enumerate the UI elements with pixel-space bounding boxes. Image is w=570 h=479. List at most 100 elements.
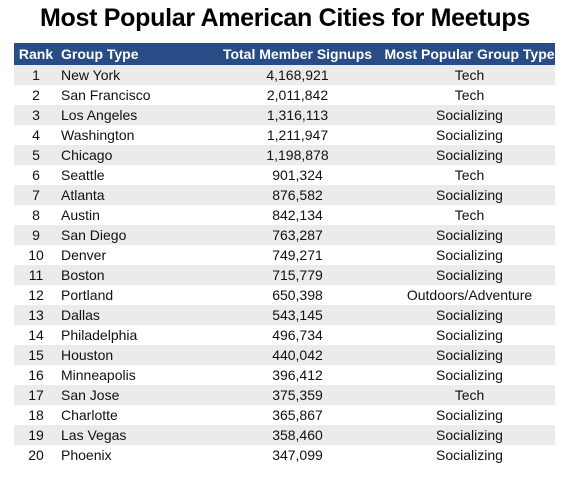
cell-group-type: Socializing <box>384 145 555 165</box>
cell-city: San Diego <box>58 225 211 245</box>
cell-city: Washington <box>58 125 211 145</box>
cities-table-container: Rank Group Type Total Member Signups Mos… <box>14 43 555 465</box>
header-total-member-signups: Total Member Signups <box>211 43 384 65</box>
cell-rank: 7 <box>14 185 58 205</box>
cell-total-member-signups: 2,011,842 <box>211 85 384 105</box>
cell-total-member-signups: 365,867 <box>211 405 384 425</box>
cell-city: Phoenix <box>58 445 211 465</box>
cell-group-type: Socializing <box>384 265 555 285</box>
cell-rank: 13 <box>14 305 58 325</box>
cell-rank: 19 <box>14 425 58 445</box>
cell-city: Las Vegas <box>58 425 211 445</box>
cell-rank: 18 <box>14 405 58 425</box>
table-row: 8 Austin 842,134 Tech <box>14 205 555 225</box>
cell-group-type: Socializing <box>384 345 555 365</box>
table-row: 9 San Diego 763,287 Socializing <box>14 225 555 245</box>
cell-city: Seattle <box>58 165 211 185</box>
table-row: 10 Denver 749,271 Socializing <box>14 245 555 265</box>
cell-rank: 8 <box>14 205 58 225</box>
cell-rank: 2 <box>14 85 58 105</box>
table-row: 7 Atlanta 876,582 Socializing <box>14 185 555 205</box>
header-rank: Rank <box>14 43 58 65</box>
cell-group-type: Socializing <box>384 325 555 345</box>
cell-city: Charlotte <box>58 405 211 425</box>
cell-group-type: Socializing <box>384 425 555 445</box>
cell-city: Dallas <box>58 305 211 325</box>
cell-group-type: Outdoors/Adventure <box>384 285 555 305</box>
cell-rank: 12 <box>14 285 58 305</box>
cell-group-type: Socializing <box>384 445 555 465</box>
cell-rank: 1 <box>14 65 58 85</box>
cell-total-member-signups: 650,398 <box>211 285 384 305</box>
cell-total-member-signups: 763,287 <box>211 225 384 245</box>
cell-city: Los Angeles <box>58 105 211 125</box>
cell-total-member-signups: 1,198,878 <box>211 145 384 165</box>
cell-city: New York <box>58 65 211 85</box>
cell-city: San Jose <box>58 385 211 405</box>
table-row: 15 Houston 440,042 Socializing <box>14 345 555 365</box>
cell-total-member-signups: 715,779 <box>211 265 384 285</box>
table-row: 12 Portland 650,398 Outdoors/Adventure <box>14 285 555 305</box>
cell-total-member-signups: 1,211,947 <box>211 125 384 145</box>
cell-total-member-signups: 842,134 <box>211 205 384 225</box>
cell-city: Portland <box>58 285 211 305</box>
table-row: 17 San Jose 375,359 Tech <box>14 385 555 405</box>
cell-city: Philadelphia <box>58 325 211 345</box>
table-header: Rank Group Type Total Member Signups Mos… <box>14 43 555 65</box>
cell-group-type: Tech <box>384 65 555 85</box>
cell-city: San Francisco <box>58 85 211 105</box>
table-row: 1 New York 4,168,921 Tech <box>14 65 555 85</box>
cell-rank: 15 <box>14 345 58 365</box>
table-row: 4 Washington 1,211,947 Socializing <box>14 125 555 145</box>
cell-rank: 5 <box>14 145 58 165</box>
cell-rank: 20 <box>14 445 58 465</box>
cell-city: Austin <box>58 205 211 225</box>
cell-group-type: Tech <box>384 165 555 185</box>
cell-rank: 16 <box>14 365 58 385</box>
cell-rank: 6 <box>14 165 58 185</box>
cell-city: Atlanta <box>58 185 211 205</box>
cell-total-member-signups: 358,460 <box>211 425 384 445</box>
cell-total-member-signups: 901,324 <box>211 165 384 185</box>
cities-table: Rank Group Type Total Member Signups Mos… <box>14 43 555 465</box>
table-row: 3 Los Angeles 1,316,113 Socializing <box>14 105 555 125</box>
header-row: Rank Group Type Total Member Signups Mos… <box>14 43 555 65</box>
table-row: 13 Dallas 543,145 Socializing <box>14 305 555 325</box>
cell-group-type: Socializing <box>384 305 555 325</box>
header-group-type: Group Type <box>58 43 211 65</box>
cell-group-type: Socializing <box>384 245 555 265</box>
cell-total-member-signups: 496,734 <box>211 325 384 345</box>
table-row: 14 Philadelphia 496,734 Socializing <box>14 325 555 345</box>
cell-group-type: Socializing <box>384 365 555 385</box>
cell-total-member-signups: 347,099 <box>211 445 384 465</box>
cell-group-type: Tech <box>384 385 555 405</box>
cell-total-member-signups: 396,412 <box>211 365 384 385</box>
cell-city: Chicago <box>58 145 211 165</box>
table-body: 1 New York 4,168,921 Tech 2 San Francisco 2,01… <box>14 65 555 465</box>
cell-rank: 4 <box>14 125 58 145</box>
cell-rank: 14 <box>14 325 58 345</box>
page-title: Most Popular American Cities for Meetups <box>40 4 530 32</box>
cell-group-type: Tech <box>384 85 555 105</box>
cell-group-type: Socializing <box>384 185 555 205</box>
cell-group-type: Socializing <box>384 225 555 245</box>
table-row: 11 Boston 715,779 Socializing <box>14 265 555 285</box>
cell-rank: 11 <box>14 265 58 285</box>
cell-rank: 3 <box>14 105 58 125</box>
cell-rank: 17 <box>14 385 58 405</box>
cell-city: Denver <box>58 245 211 265</box>
cell-total-member-signups: 749,271 <box>211 245 384 265</box>
cell-group-type: Socializing <box>384 125 555 145</box>
header-most-popular-group-type: Most Popular Group Type <box>384 43 555 65</box>
cell-total-member-signups: 4,168,921 <box>211 65 384 85</box>
cell-total-member-signups: 543,145 <box>211 305 384 325</box>
table-row: 16 Minneapolis 396,412 Socializing <box>14 365 555 385</box>
table-row: 20 Phoenix 347,099 Socializing <box>14 445 555 465</box>
cell-rank: 10 <box>14 245 58 265</box>
cell-city: Houston <box>58 345 211 365</box>
cell-total-member-signups: 440,042 <box>211 345 384 365</box>
cell-group-type: Socializing <box>384 105 555 125</box>
cell-total-member-signups: 876,582 <box>211 185 384 205</box>
cell-group-type: Socializing <box>384 405 555 425</box>
cell-group-type: Tech <box>384 205 555 225</box>
